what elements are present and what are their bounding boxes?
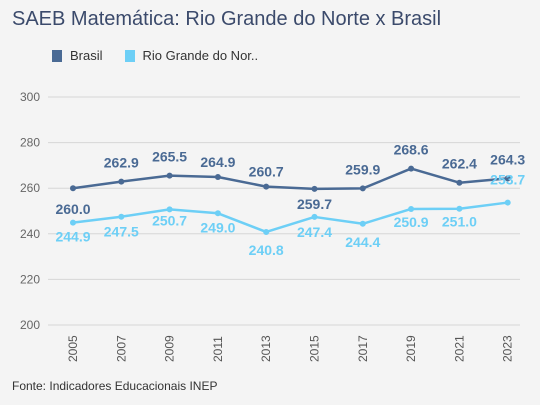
data-point	[263, 183, 270, 190]
data-label: 264.3	[490, 151, 525, 167]
x-tick-label: 2013	[259, 335, 273, 362]
data-point	[70, 185, 76, 192]
data-point	[456, 205, 463, 212]
data-label: 250.9	[394, 214, 429, 230]
legend-item-rn[interactable]: Rio Grande do Nor..	[124, 48, 259, 63]
legend-swatch-brasil	[52, 49, 62, 62]
source-note: Fonte: Indicadores Educacionais INEP	[12, 379, 218, 393]
data-label: 259.7	[297, 196, 332, 212]
data-label: 260.7	[249, 164, 284, 180]
data-label: 247.4	[297, 224, 332, 240]
data-point	[166, 172, 173, 179]
data-label: 262.4	[442, 156, 477, 172]
data-label: 250.7	[152, 212, 187, 228]
data-point	[456, 179, 463, 186]
data-label: 249.0	[200, 219, 235, 235]
data-point	[311, 213, 318, 220]
y-tick-label: 240	[20, 227, 40, 241]
data-point	[359, 220, 366, 227]
data-label: 259.9	[345, 161, 380, 177]
data-point	[118, 178, 125, 185]
x-tick-label: 2007	[114, 335, 128, 362]
chart-title: SAEB Matemática: Rio Grande do Norte x B…	[12, 8, 442, 30]
data-point	[214, 174, 221, 181]
data-label: 240.8	[249, 242, 284, 258]
y-tick-label: 200	[20, 318, 40, 332]
x-tick-label: 2009	[163, 335, 177, 362]
data-label: 247.5	[104, 224, 139, 240]
x-tick-label: 2021	[452, 335, 466, 362]
data-label: 265.5	[152, 149, 187, 165]
data-label: 244.9	[55, 229, 90, 245]
data-label: 262.9	[104, 155, 139, 171]
data-label: 244.4	[345, 234, 380, 250]
x-tick-label: 2023	[501, 335, 515, 362]
data-point	[504, 199, 511, 206]
x-tick-label: 2019	[404, 335, 418, 362]
data-point	[359, 185, 366, 192]
series-line-brasil	[72, 167, 508, 191]
data-point	[70, 219, 76, 226]
data-point	[504, 175, 511, 182]
y-tick-label: 220	[20, 272, 40, 286]
data-label: 253.7	[490, 172, 525, 188]
legend-label-brasil: Brasil	[70, 48, 103, 63]
data-point	[214, 210, 221, 217]
series-line-rn	[72, 201, 508, 234]
legend: Brasil Rio Grande do Nor..	[52, 48, 280, 63]
x-tick-label: 2011	[211, 336, 225, 362]
data-point	[118, 213, 125, 220]
data-label: 264.9	[200, 154, 235, 170]
x-tick-label: 2015	[308, 335, 322, 362]
data-point	[263, 228, 270, 235]
data-point	[311, 185, 318, 192]
data-label: 260.0	[55, 201, 90, 217]
x-tick-label: 2017	[356, 335, 370, 362]
data-point	[408, 165, 415, 172]
legend-item-brasil[interactable]: Brasil	[52, 48, 103, 63]
data-label: 268.6	[394, 142, 429, 158]
data-point	[408, 205, 415, 212]
y-tick-label: 260	[20, 181, 40, 195]
data-point	[166, 206, 173, 213]
y-tick-label: 300	[20, 90, 40, 104]
legend-label-rn: Rio Grande do Nor..	[142, 48, 259, 63]
x-tick-label: 2005	[66, 335, 80, 362]
y-tick-label: 280	[20, 136, 40, 150]
data-label: 251.0	[442, 214, 477, 230]
legend-swatch-rn	[124, 49, 135, 62]
